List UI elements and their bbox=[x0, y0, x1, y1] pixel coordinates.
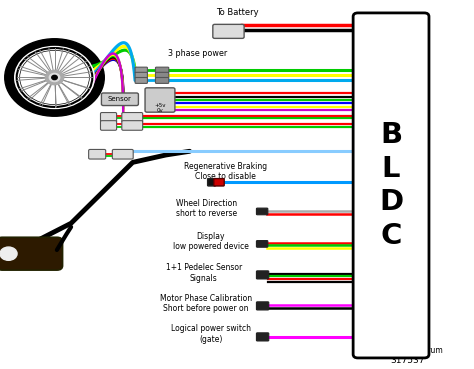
Text: Wheel Direction
short to reverse: Wheel Direction short to reverse bbox=[176, 199, 237, 218]
Circle shape bbox=[46, 70, 64, 85]
FancyBboxPatch shape bbox=[89, 149, 106, 159]
FancyBboxPatch shape bbox=[213, 24, 244, 38]
FancyBboxPatch shape bbox=[256, 241, 268, 247]
Circle shape bbox=[0, 247, 17, 261]
Text: +5v: +5v bbox=[154, 103, 165, 108]
FancyBboxPatch shape bbox=[353, 13, 429, 358]
Text: Motor Phase Calibration
Short before power on: Motor Phase Calibration Short before pow… bbox=[160, 294, 252, 313]
FancyBboxPatch shape bbox=[135, 77, 147, 83]
FancyBboxPatch shape bbox=[256, 208, 268, 215]
Circle shape bbox=[49, 73, 60, 82]
FancyBboxPatch shape bbox=[208, 179, 216, 186]
Text: 0v: 0v bbox=[156, 108, 163, 114]
FancyBboxPatch shape bbox=[101, 93, 138, 106]
FancyBboxPatch shape bbox=[122, 113, 143, 122]
FancyBboxPatch shape bbox=[155, 72, 169, 78]
Circle shape bbox=[15, 46, 94, 108]
Text: Display
low powered device: Display low powered device bbox=[173, 232, 249, 251]
FancyBboxPatch shape bbox=[145, 88, 175, 112]
Text: For goldenmotor forum: For goldenmotor forum bbox=[354, 346, 443, 355]
FancyBboxPatch shape bbox=[100, 121, 117, 130]
FancyBboxPatch shape bbox=[0, 237, 63, 270]
Text: Regenerative Braking
Close to disable: Regenerative Braking Close to disable bbox=[183, 162, 267, 181]
Circle shape bbox=[5, 39, 104, 116]
FancyBboxPatch shape bbox=[155, 77, 169, 83]
Text: Sensor: Sensor bbox=[108, 96, 132, 102]
FancyBboxPatch shape bbox=[214, 179, 224, 186]
Circle shape bbox=[52, 75, 57, 80]
FancyBboxPatch shape bbox=[256, 302, 269, 310]
FancyBboxPatch shape bbox=[122, 121, 143, 130]
Text: 3 phase power: 3 phase power bbox=[168, 49, 228, 58]
FancyBboxPatch shape bbox=[112, 149, 133, 159]
FancyBboxPatch shape bbox=[135, 67, 147, 73]
Text: B
L
D
C: B L D C bbox=[379, 121, 403, 250]
FancyBboxPatch shape bbox=[100, 113, 117, 122]
FancyBboxPatch shape bbox=[256, 333, 269, 341]
FancyBboxPatch shape bbox=[256, 271, 269, 279]
Text: 1+1 Pedelec Sensor
Signals: 1+1 Pedelec Sensor Signals bbox=[166, 263, 242, 283]
FancyBboxPatch shape bbox=[155, 67, 169, 73]
FancyBboxPatch shape bbox=[135, 72, 147, 78]
Text: 317537: 317537 bbox=[391, 356, 425, 365]
Text: Logical power switch
(gate): Logical power switch (gate) bbox=[171, 324, 251, 344]
Text: To Battery: To Battery bbox=[216, 8, 258, 17]
